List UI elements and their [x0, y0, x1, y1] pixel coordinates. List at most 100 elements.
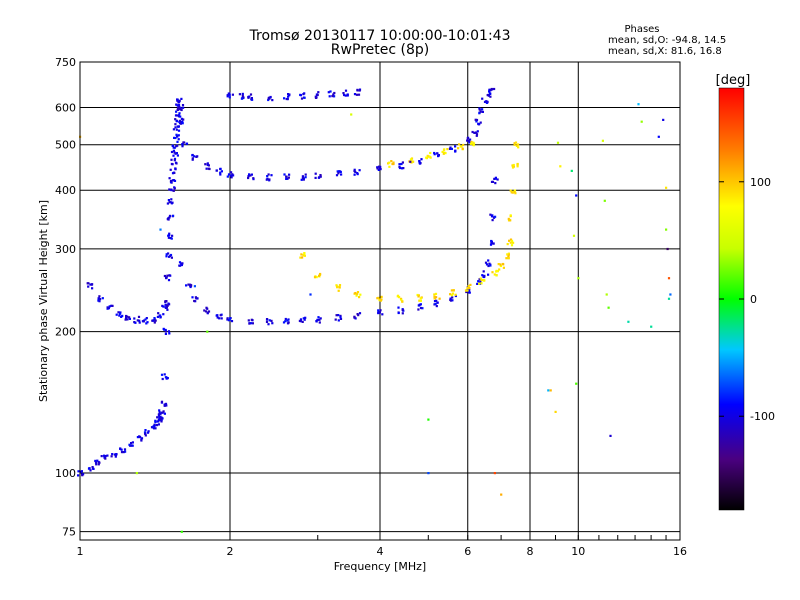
echo-point [120, 451, 124, 454]
echo-point [251, 322, 254, 325]
echo-point [511, 164, 514, 167]
echo-point [480, 278, 483, 282]
echo-point [219, 173, 222, 176]
echo-point [466, 286, 469, 290]
echo-point [443, 148, 446, 151]
echo-point [379, 309, 382, 312]
echo-point [136, 436, 139, 439]
echo-point [156, 420, 159, 423]
echo-point [219, 314, 222, 317]
echo-point [485, 263, 489, 266]
echo-point [167, 236, 170, 239]
echo-point [175, 162, 178, 165]
echo-point [607, 306, 610, 309]
y-tick-label: 300 [55, 243, 76, 256]
echo-point [419, 299, 422, 302]
echo-point [605, 293, 608, 296]
echo-point [401, 312, 404, 315]
echo-point [103, 454, 106, 457]
echo-point [166, 304, 169, 307]
echo-point [452, 289, 455, 292]
echo-point [475, 118, 479, 122]
echo-point [176, 154, 179, 157]
echo-point [575, 382, 578, 385]
echo-point [493, 472, 496, 475]
x-tick-label: 8 [527, 545, 534, 558]
echo-point [267, 323, 270, 326]
echo-point [489, 213, 492, 216]
echo-point [271, 322, 274, 325]
echo-point [250, 318, 253, 321]
echo-point [336, 286, 339, 289]
echo-point [570, 169, 573, 172]
echo-point [169, 168, 172, 171]
echo-point [514, 192, 517, 195]
echo-point [86, 282, 89, 285]
echo-point [118, 314, 121, 317]
echo-point [479, 277, 482, 280]
chart-subtitle: RwPretec (8p) [331, 42, 429, 58]
echo-point [174, 152, 177, 155]
echo-point [334, 318, 337, 321]
echo-point [218, 317, 221, 320]
echo-point [179, 122, 182, 125]
echo-point [150, 426, 154, 429]
echo-point [454, 150, 457, 153]
echo-point [318, 274, 321, 277]
echo-point [216, 316, 219, 319]
echo-point [477, 280, 480, 283]
echo-point [284, 317, 287, 321]
echo-point [160, 400, 164, 403]
echo-point [171, 179, 174, 182]
echo-point [356, 88, 359, 91]
echo-point [106, 306, 109, 309]
echo-point [401, 300, 404, 303]
echo-point [128, 316, 131, 319]
echo-point [435, 296, 438, 299]
echo-point [319, 175, 322, 178]
stats-x-mode: mean, sd,X: 81.6, 16.8 [608, 46, 722, 57]
echo-point [176, 140, 179, 143]
echo-point [231, 93, 234, 96]
echo-point [491, 271, 494, 274]
y-tick-label: 750 [55, 56, 76, 69]
y-tick-label: 600 [55, 102, 76, 115]
echo-point [154, 427, 157, 430]
x-tick-label: 6 [464, 545, 471, 558]
echo-point [182, 118, 185, 121]
echo-point [283, 97, 286, 100]
echo-point [467, 290, 471, 293]
echo-point [355, 294, 358, 297]
echo-point [388, 165, 391, 168]
echo-point [446, 148, 449, 151]
echo-point [333, 95, 336, 98]
echo-point [248, 322, 251, 325]
echo-point [252, 178, 255, 181]
echo-point [468, 287, 471, 290]
echo-point [219, 167, 222, 170]
echo-point [181, 145, 184, 148]
echo-point [249, 174, 252, 177]
echo-point [316, 93, 319, 97]
echo-point [228, 317, 232, 320]
echo-point [327, 91, 330, 94]
echo-point [167, 199, 170, 202]
echo-point [215, 169, 218, 172]
echo-point [509, 189, 512, 192]
echo-point [401, 161, 404, 164]
echo-point [206, 163, 209, 166]
echo-point [158, 417, 161, 420]
echo-point [300, 178, 303, 181]
echo-point [507, 217, 510, 220]
echo-point [444, 152, 447, 155]
echo-point [185, 284, 188, 287]
echo-point [134, 321, 137, 324]
echo-point [177, 115, 181, 118]
echo-point [175, 103, 178, 106]
echo-point [309, 293, 312, 296]
echo-point [154, 421, 157, 424]
echo-point [411, 160, 414, 163]
echo-point [119, 447, 122, 450]
colorbar-label: [deg] [716, 73, 751, 88]
echo-point [118, 312, 122, 315]
